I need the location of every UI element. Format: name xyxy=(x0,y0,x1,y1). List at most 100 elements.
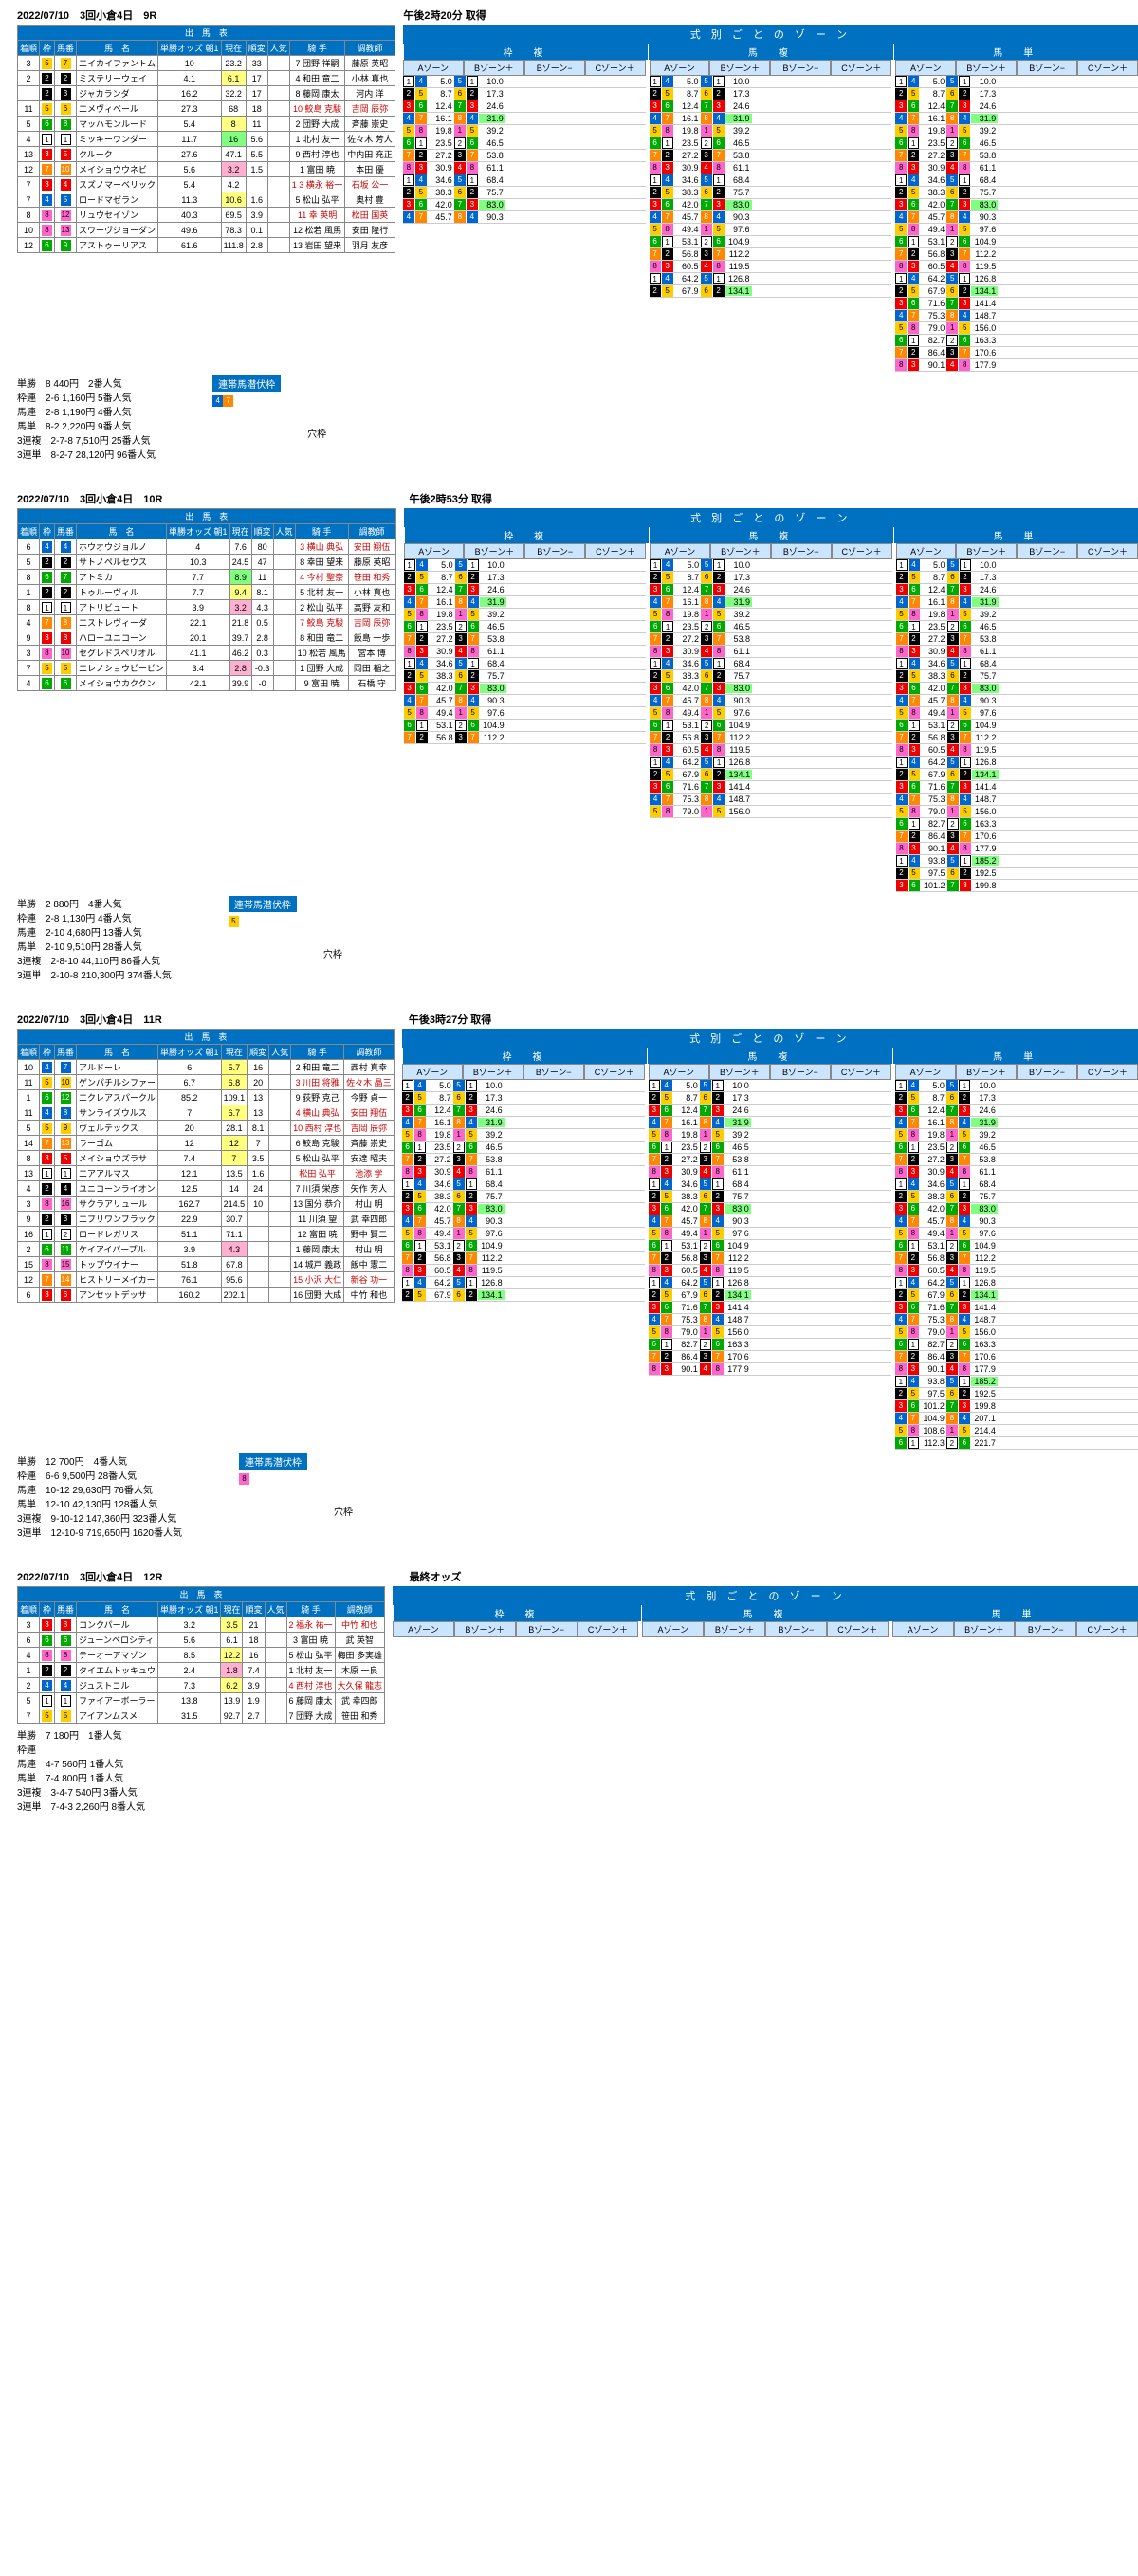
race-date-title: 2022/07/10 3回小倉4日 10R xyxy=(17,491,162,506)
shutsuba-title: 出 馬 表 xyxy=(18,26,395,41)
zone-row: 4775.3 84148.7 xyxy=(895,1314,1138,1326)
zone-row: 1434.6 5168.4 xyxy=(650,658,891,670)
zone-head: Cゾーン＋ xyxy=(1076,1621,1138,1637)
zone-row: 3642.0 7383.0 xyxy=(895,1203,1138,1215)
zone-row: 258.7 6217.3 xyxy=(403,88,646,100)
zone-head: Bゾーン＋ xyxy=(463,1064,523,1080)
zone-row: 2567.9 62134.1 xyxy=(895,285,1138,298)
horse-row: 5 5 9 ヴェルテックス 2028.1 8.1 10 西村 淳也吉岡 辰弥 xyxy=(18,1121,395,1136)
zone-row: 3612.4 7324.6 xyxy=(403,100,646,113)
anawaku-label: 穴枠 xyxy=(323,946,342,960)
zone-row: 6153.1 26104.9 xyxy=(896,720,1138,732)
col-1: 枠 xyxy=(40,1602,55,1617)
rentai-num: 4 xyxy=(212,395,223,407)
zone-row: 58108.6 15214.4 xyxy=(895,1425,1138,1437)
zone-row: 7227.2 3753.8 xyxy=(403,150,646,162)
col-7: 人気 xyxy=(273,524,295,539)
shutsuba-title: 出 馬 表 xyxy=(18,1030,395,1045)
zone-head: Aゾーン xyxy=(402,1064,463,1080)
zone-row: 1464.2 51126.8 xyxy=(895,1277,1138,1289)
zone-row: 4775.3 84148.7 xyxy=(896,794,1138,806)
zone-row: 6182.7 26163.3 xyxy=(895,335,1138,347)
horse-row: 8 6 7 アトミカ 7.78.9 11 4 今村 聖奈笹田 和秀 xyxy=(18,570,396,585)
zone-row: 5849.4 1597.6 xyxy=(896,707,1138,720)
zone-row: 2567.9 62134.1 xyxy=(649,1289,891,1302)
zone-head: Cゾーン＋ xyxy=(584,1064,645,1080)
zone-row: 6123.5 2646.5 xyxy=(402,1142,645,1154)
zone-row: 3612.4 7324.6 xyxy=(649,1105,891,1117)
zone-row: 3612.4 7324.6 xyxy=(895,1105,1138,1117)
shutsuba-table: 出 馬 表 着順枠馬番馬 名単勝オッズ 朝1現在順変人気騎 手調教師 3 5 7… xyxy=(17,25,395,253)
col-8: 騎 手 xyxy=(291,1045,344,1060)
zone-row: 5819.8 1539.2 xyxy=(403,125,646,137)
zone-row: 1434.6 5168.4 xyxy=(895,174,1138,187)
fetch-time: 最終オッズ xyxy=(409,1569,461,1584)
shutsuba-table: 出 馬 表 着順枠馬番馬 名単勝オッズ 朝1現在順変人気騎 手調教師 6 4 4… xyxy=(17,508,396,691)
col-1: 枠 xyxy=(40,524,55,539)
zone-row: 1434.6 5168.4 xyxy=(649,1178,891,1191)
zone-row: 4716.1 8431.9 xyxy=(403,113,646,125)
zone-row: 8330.9 4861.1 xyxy=(403,162,646,174)
zone-row: 3642.0 7383.0 xyxy=(896,683,1138,695)
col-5: 現在 xyxy=(221,1602,243,1617)
horse-row: 12 7 14 ヒストリーメイカー 76.195.6 15 小沢 大仁新谷 功一 xyxy=(18,1272,395,1288)
zone-row: 8360.5 48119.5 xyxy=(649,1265,891,1277)
zone-row: 7227.2 3753.8 xyxy=(649,1154,891,1166)
zone-row: 6153.1 26104.9 xyxy=(404,720,646,732)
zone-row: 1434.6 5168.4 xyxy=(896,658,1138,670)
horse-row: 16 1 2 ロードレガリス 51.171.1 12 富田 暁野中 賢二 xyxy=(18,1227,395,1242)
zone-row: 2567.9 62134.1 xyxy=(650,769,891,781)
zone-row: 258.7 6217.3 xyxy=(895,1092,1138,1105)
zone-section: 馬 単 xyxy=(890,1605,1138,1621)
zone-head: Bゾーン− xyxy=(770,1064,831,1080)
zone-row: 6123.5 2646.5 xyxy=(650,137,892,150)
horse-row: 7 5 5 エレノショウビービン 3.42.8 -0.3 1 団野 大成岡田 稲… xyxy=(18,661,396,676)
zone-row: 8360.5 48119.5 xyxy=(650,744,891,757)
horse-row: 15 8 15 トップウイナー 51.867.8 14 城戸 義政飯中 憲二 xyxy=(18,1257,395,1272)
zone-row: 4745.7 8490.3 xyxy=(404,695,646,707)
zone-head: Bゾーン− xyxy=(765,1621,827,1637)
zone-row: 8330.9 4861.1 xyxy=(649,1166,891,1178)
zone-row: 1464.2 51126.8 xyxy=(402,1277,645,1289)
zone-row: 8330.9 4861.1 xyxy=(895,1166,1138,1178)
zone-section: 馬 単 xyxy=(893,44,1138,60)
horse-row: 8 1 1 アトリビュート 3.93.2 4.3 2 松山 弘平高野 友和 xyxy=(18,600,396,615)
col-9: 調教師 xyxy=(335,1602,385,1617)
col-8: 騎 手 xyxy=(295,524,348,539)
zone-head: Aゾーン xyxy=(650,60,710,76)
zone-row: 1464.2 51126.8 xyxy=(649,1277,891,1289)
zone-row: 258.7 6217.3 xyxy=(650,572,891,584)
horse-row: 8 3 5 メイショウズラサ 7.47 3.5 5 松山 弘平安達 昭夫 xyxy=(18,1151,395,1166)
zone-row: 4745.7 8490.3 xyxy=(650,695,891,707)
zone-row: 3642.0 7383.0 xyxy=(402,1203,645,1215)
zone-row: 7227.2 3753.8 xyxy=(650,150,892,162)
zone-section: 馬 単 xyxy=(892,1048,1138,1064)
zone-row: 3642.0 7383.0 xyxy=(404,683,646,695)
horse-row: 3 8 16 サクラアリュール 162.7214.5 10 13 国分 恭介村山… xyxy=(18,1197,395,1212)
zone-row: 5849.4 1597.6 xyxy=(649,1228,891,1240)
zone-row: 4716.1 8431.9 xyxy=(896,596,1138,609)
zone-head: Aゾーン xyxy=(403,60,464,76)
zone-row: 7256.8 37112.2 xyxy=(650,248,892,261)
col-2: 馬番 xyxy=(55,41,77,56)
zone-head: Bゾーン− xyxy=(524,543,585,559)
zone-row: 5819.8 1539.2 xyxy=(895,125,1138,137)
zone-row: 61112.3 26221.7 xyxy=(895,1437,1138,1450)
zone-row: 7286.4 37170.6 xyxy=(649,1351,891,1363)
zone-row: 6123.5 2646.5 xyxy=(649,1142,891,1154)
zone-row: 8390.1 48177.9 xyxy=(895,359,1138,372)
col-8: 騎 手 xyxy=(286,1602,335,1617)
zone-row: 3612.4 7324.6 xyxy=(402,1105,645,1117)
col-3: 馬 名 xyxy=(77,1045,158,1060)
zone-head: Bゾーン＋ xyxy=(709,60,770,76)
zone-row: 4716.1 8431.9 xyxy=(402,1117,645,1129)
zone-head: Cゾーン＋ xyxy=(1077,60,1138,76)
rentai-num: 5 xyxy=(229,916,239,927)
zone-row: 7256.8 37112.2 xyxy=(895,248,1138,261)
zone-head: Cゾーン＋ xyxy=(831,60,891,76)
zone-row: 5849.4 1597.6 xyxy=(650,224,892,236)
horse-row: 4 7 8 エストレヴィーダ 22.121.8 0.5 7 鮫島 克駿吉岡 辰弥 xyxy=(18,615,396,630)
horse-row: 1 2 2 トゥルーヴィル 7.79.4 8.1 5 北村 友一小林 真也 xyxy=(18,585,396,600)
zone-head: Bゾーン＋ xyxy=(454,1621,516,1637)
horse-row: 7 4 5 ロードマゼラン 11.310.6 1.6 5 松山 弘平奥村 豊 xyxy=(18,192,395,208)
